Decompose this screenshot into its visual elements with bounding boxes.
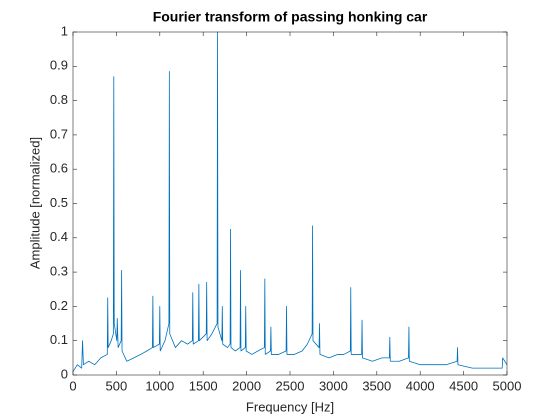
y-tick-label: 0.8: [50, 92, 68, 107]
y-axis-label: Amplitude [normalized]: [27, 137, 42, 269]
x-tick-label: 4500: [449, 378, 478, 393]
y-tick-label: 0.1: [50, 332, 68, 347]
x-tick-label: 3500: [362, 378, 391, 393]
spectrum-line: [72, 31, 508, 372]
x-tick-label: 3000: [319, 378, 348, 393]
x-tick-label: 0: [69, 378, 76, 393]
y-tick-label: 1: [61, 23, 68, 38]
x-tick-label: 500: [106, 378, 128, 393]
y-tick-label: 0.7: [50, 126, 68, 141]
y-tick-label: 0: [61, 366, 68, 381]
x-tick-label: 2000: [232, 378, 261, 393]
x-tick-label: 2500: [276, 378, 305, 393]
y-tick-label: 0.6: [50, 161, 68, 176]
x-tick-label: 1500: [189, 378, 218, 393]
x-axis-label: Frequency [Hz]: [246, 399, 334, 414]
x-tick-label: 4000: [406, 378, 435, 393]
y-tick-label: 0.9: [50, 58, 68, 73]
y-tick-label: 0.4: [50, 229, 68, 244]
y-tick-label: 0.5: [50, 195, 68, 210]
y-tick-label: 0.2: [50, 298, 68, 313]
x-tick-label: 5000: [493, 378, 522, 393]
y-tick-label: 0.3: [50, 264, 68, 279]
x-tick-label: 1000: [145, 378, 174, 393]
chart-title: Fourier transform of passing honking car: [153, 9, 428, 25]
